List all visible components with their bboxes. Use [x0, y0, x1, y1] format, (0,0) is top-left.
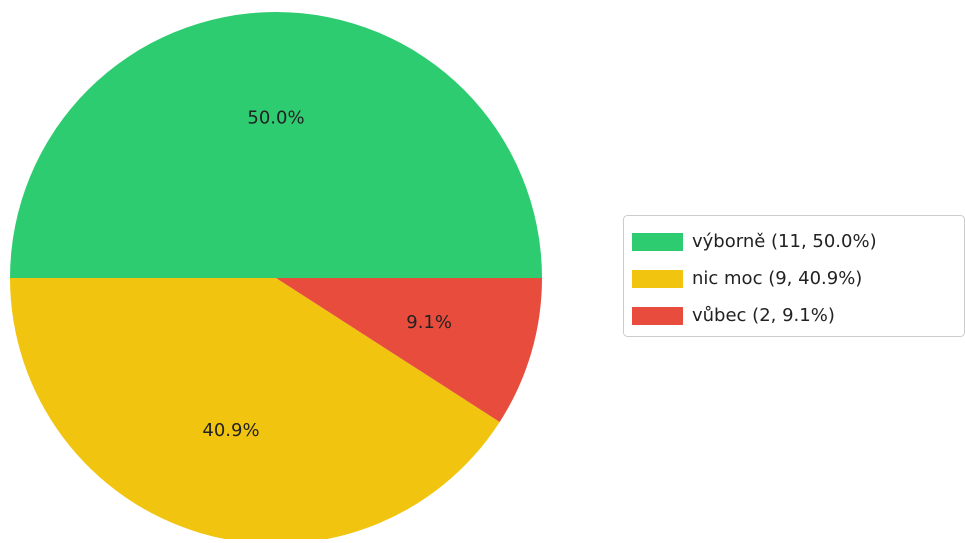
pie-slice [276, 278, 542, 422]
legend-swatch [632, 233, 683, 251]
legend-label: výborně (11, 50.0%) [692, 231, 877, 252]
legend-swatch [632, 307, 683, 325]
pie-slice [10, 12, 542, 278]
pie-slice [10, 278, 500, 543]
slice-label: 9.1% [406, 312, 452, 333]
legend-label: vůbec (2, 9.1%) [692, 305, 835, 326]
slice-label: 40.9% [202, 420, 259, 441]
legend-swatch [632, 270, 683, 288]
slice-label: 50.0% [247, 107, 304, 128]
legend-label: nic moc (9, 40.9%) [692, 268, 862, 289]
